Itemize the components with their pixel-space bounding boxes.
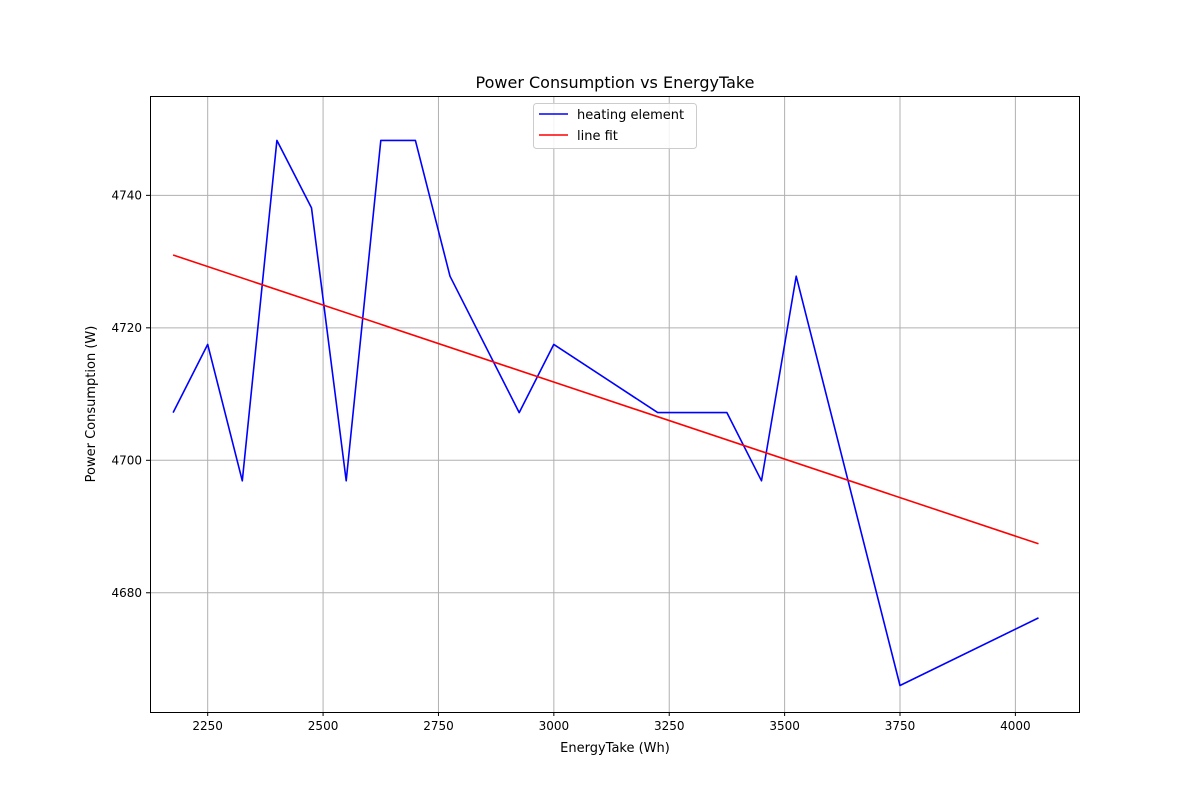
x-tick-label: 3000 (539, 719, 570, 733)
x-tick-label: 3500 (769, 719, 800, 733)
x-tick-label: 3750 (885, 719, 916, 733)
legend-label: heating element (577, 108, 684, 123)
legend-box (533, 103, 697, 149)
axis-ticks: 2250 2500 2750 3000 3250 3500 3750 4000 4680 4700… (111, 188, 1030, 733)
grid-lines (150, 96, 1080, 712)
legend: heating element line fit (533, 103, 697, 149)
x-tick-label: 4000 (1000, 719, 1031, 733)
plot-frame (150, 96, 1080, 713)
x-tick-label: 3250 (654, 719, 685, 733)
y-tick-label: 4700 (111, 453, 142, 467)
y-tick-label: 4740 (111, 188, 142, 202)
legend-label: line fit (577, 129, 618, 144)
y-tick-label: 4720 (111, 321, 142, 335)
x-axis-label: EnergyTake (Wh) (560, 741, 670, 756)
x-tick-label: 2500 (308, 719, 339, 733)
x-tick-label: 2250 (192, 719, 223, 733)
y-tick-label: 4680 (111, 586, 142, 600)
chart-title: Power Consumption vs EnergyTake (476, 73, 755, 92)
x-tick-label: 2750 (423, 719, 454, 733)
y-axis-label: Power Consumption (W) (84, 326, 99, 483)
series-line-heating-element (172, 139, 1039, 687)
series-line-line-fit (172, 254, 1039, 545)
series-group (172, 139, 1039, 687)
